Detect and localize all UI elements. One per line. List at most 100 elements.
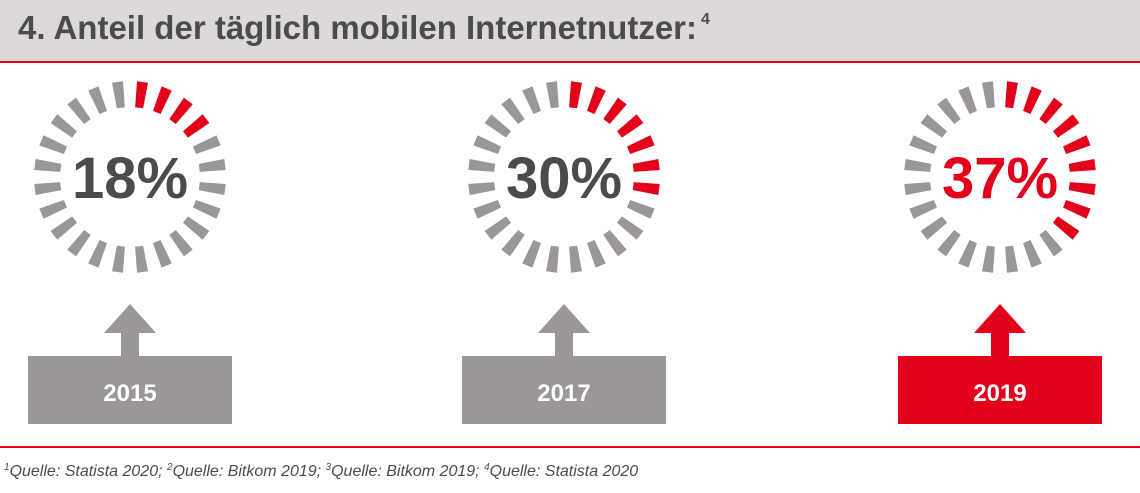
gauge-segment-empty <box>50 216 78 240</box>
gauge-segment-filled <box>169 97 193 125</box>
gauge-segment-filled <box>616 114 644 138</box>
gauge-segment-filled <box>603 97 627 125</box>
header-bar: 4. Anteil der täglich mobilen Internetnu… <box>0 0 1140 61</box>
gauge-segment-empty <box>587 240 606 268</box>
gauge-segment-empty <box>920 216 948 240</box>
gauge-segment-empty <box>904 159 932 172</box>
source-footnote: 1Quelle: Statista 2020; 2Quelle: Bitkom … <box>4 462 639 481</box>
gauge-percent-label: 18% <box>72 146 188 211</box>
gauge-segment-empty <box>182 216 210 240</box>
gauge-segment-empty <box>39 135 67 154</box>
gauge-segment-empty <box>937 97 961 125</box>
gauge-segment-empty <box>50 114 78 138</box>
gauge-segment-empty <box>39 200 67 219</box>
gauge-segment-filled <box>1005 81 1018 109</box>
gauge-segment-filled <box>1052 216 1080 240</box>
arrow-up-icon <box>974 304 1026 333</box>
gauge-segment-empty <box>501 229 525 257</box>
gauge-segment-empty <box>546 245 559 273</box>
gauge-segment-empty <box>920 114 948 138</box>
arrow-up-icon <box>104 304 156 333</box>
gauge-segment-filled <box>182 114 210 138</box>
gauge-segment-filled <box>1052 114 1080 138</box>
gauge-segment-empty <box>909 200 937 219</box>
footnote-source-2: Quelle: Bitkom 2019; <box>172 463 326 480</box>
gauge-segment-empty <box>616 216 644 240</box>
gauge-segment-filled <box>1063 200 1091 219</box>
gauge-segment-empty <box>546 81 559 109</box>
year-label: 2019 <box>973 380 1026 407</box>
footnote-source-4: Quelle: Statista 2020 <box>489 463 639 480</box>
page-title: 4. Anteil der täglich mobilen Internetnu… <box>18 9 710 47</box>
gauge-segment-empty <box>1023 240 1042 268</box>
gauge-segment-filled <box>632 159 660 172</box>
gauge-segment-filled <box>1068 182 1096 195</box>
gauge-segment-empty <box>193 200 221 219</box>
gauge-segment-empty <box>982 245 995 273</box>
gauge-segment-empty <box>198 159 226 172</box>
gauge-segment-empty <box>484 216 512 240</box>
gauge-segment-empty <box>909 135 937 154</box>
gauge-segment-empty <box>937 229 961 257</box>
gauge-segment-filled <box>587 86 606 114</box>
gauge-percent-label: 37% <box>942 146 1058 211</box>
gauge-segment-filled <box>627 135 655 154</box>
gauge-2015: 18% 2015 <box>28 81 232 424</box>
gauge-segment-empty <box>198 182 226 195</box>
year-label: 2017 <box>537 380 590 407</box>
page-title-text: 4. Anteil der täglich mobilen Internetnu… <box>18 9 698 46</box>
gauge-segment-empty <box>958 86 977 114</box>
gauge-segment-empty <box>112 81 125 109</box>
gauge-segment-filled <box>1039 97 1063 125</box>
gauge-segment-empty <box>982 81 995 109</box>
arrow-shaft <box>555 330 573 358</box>
arrow-shaft <box>991 330 1009 358</box>
gauge-segment-empty <box>468 159 496 172</box>
gauge-segment-empty <box>112 245 125 273</box>
page-title-footnote-ref: 4 <box>701 11 710 28</box>
gauge-segment-empty <box>958 240 977 268</box>
gauge-segment-filled <box>1023 86 1042 114</box>
footnote-ref-4: 4 <box>484 462 490 473</box>
top-divider <box>0 61 1140 63</box>
gauge-2019: 37% 2019 <box>898 81 1102 424</box>
year-box <box>28 356 232 424</box>
year-box <box>462 356 666 424</box>
gauge-segment-empty <box>569 245 582 273</box>
bottom-divider <box>0 446 1140 448</box>
year-label: 2015 <box>103 380 156 407</box>
gauge-segment-empty <box>169 229 193 257</box>
gauge-segment-empty <box>135 245 148 273</box>
gauge-segment-filled <box>1068 159 1096 172</box>
gauge-2017: 30% 2017 <box>462 81 666 424</box>
footnote-source-3: Quelle: Bitkom 2019; <box>331 463 485 480</box>
gauge-segment-filled <box>632 182 660 195</box>
arrow-shaft <box>121 330 139 358</box>
footnote-ref-3: 3 <box>325 462 332 473</box>
gauge-percent-label: 30% <box>506 146 622 211</box>
gauge-segment-empty <box>67 97 91 125</box>
gauge-segment-empty <box>153 240 172 268</box>
gauge-segment-empty <box>88 86 107 114</box>
gauge-segment-empty <box>522 86 541 114</box>
gauge-segment-empty <box>484 114 512 138</box>
gauge-segment-empty <box>34 182 62 195</box>
gauge-segment-empty <box>473 135 501 154</box>
gauge-segment-empty <box>522 240 541 268</box>
gauge-segment-filled <box>1063 135 1091 154</box>
year-box <box>898 356 1102 424</box>
gauge-segment-empty <box>88 240 107 268</box>
gauge-segment-empty <box>34 159 62 172</box>
gauge-segment-filled <box>135 81 148 109</box>
arrow-up-icon <box>538 304 590 333</box>
gauge-segment-empty <box>603 229 627 257</box>
footnote-ref-2: 2 <box>167 462 173 473</box>
gauge-segment-filled <box>569 81 582 109</box>
gauge-segment-empty <box>468 182 496 195</box>
gauge-segment-empty <box>1039 229 1063 257</box>
gauge-segment-filled <box>153 86 172 114</box>
gauge-chart: 18% 2015 30% 2017 37% 2019 <box>28 81 1102 424</box>
gauge-segment-empty <box>67 229 91 257</box>
footnote-source-1: Quelle: Statista 2020; <box>9 463 167 480</box>
gauge-segment-empty <box>501 97 525 125</box>
